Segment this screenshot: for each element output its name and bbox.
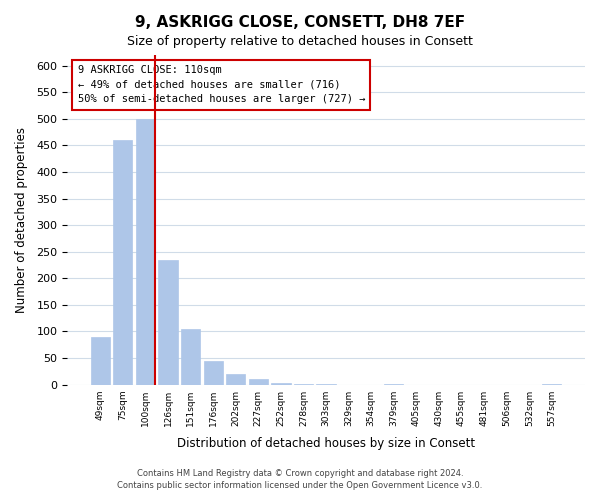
Text: 9, ASKRIGG CLOSE, CONSETT, DH8 7EF: 9, ASKRIGG CLOSE, CONSETT, DH8 7EF: [135, 15, 465, 30]
Text: Contains HM Land Registry data © Crown copyright and database right 2024.
Contai: Contains HM Land Registry data © Crown c…: [118, 468, 482, 490]
Bar: [158, 260, 178, 384]
Bar: [136, 119, 155, 384]
Y-axis label: Number of detached properties: Number of detached properties: [15, 127, 28, 313]
Bar: [203, 360, 223, 384]
Text: 9 ASKRIGG CLOSE: 110sqm
← 49% of detached houses are smaller (716)
50% of semi-d: 9 ASKRIGG CLOSE: 110sqm ← 49% of detache…: [77, 65, 365, 104]
X-axis label: Distribution of detached houses by size in Consett: Distribution of detached houses by size …: [177, 437, 475, 450]
Bar: [249, 380, 268, 384]
Bar: [271, 383, 290, 384]
Bar: [226, 374, 245, 384]
Text: Size of property relative to detached houses in Consett: Size of property relative to detached ho…: [127, 35, 473, 48]
Bar: [91, 337, 110, 384]
Bar: [113, 140, 133, 384]
Bar: [181, 329, 200, 384]
